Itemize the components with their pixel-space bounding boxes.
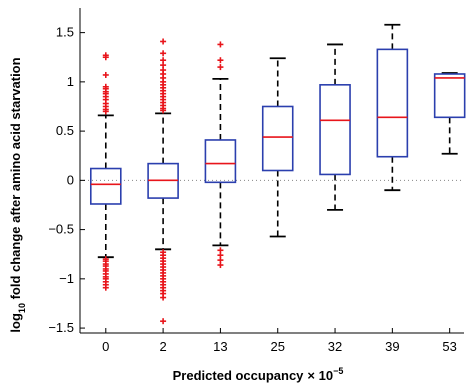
x-axis-title: Predicted occupancy × 10−5 xyxy=(173,366,344,383)
outlier-marker xyxy=(160,294,167,301)
interquartile-box xyxy=(204,139,237,184)
outlier-marker xyxy=(217,262,224,269)
box-39 xyxy=(376,23,409,192)
outlier-marker xyxy=(217,41,224,48)
outlier-marker xyxy=(160,50,167,57)
outlier-marker xyxy=(217,57,224,64)
outlier-marker xyxy=(102,108,109,115)
x-tick-label: 53 xyxy=(442,339,456,354)
y-tick-label: −0.5 xyxy=(48,222,74,237)
outlier-marker xyxy=(160,107,167,114)
y-tick-label: 0 xyxy=(67,172,74,187)
outlier-marker xyxy=(160,38,167,45)
y-axis-title-subscript: 10 xyxy=(17,303,27,313)
x-tick-label: 0 xyxy=(102,339,109,354)
y-axis-title-prefix: log xyxy=(8,313,23,333)
y-tick-label: −1.5 xyxy=(48,320,74,335)
plot-area xyxy=(80,23,466,325)
box-13 xyxy=(204,41,237,269)
outlier-marker xyxy=(102,284,109,291)
x-axis-title-main: Predicted occupancy xyxy=(173,368,305,383)
outlier-marker xyxy=(102,71,109,78)
x-axis-title-suffix: × 10 xyxy=(307,368,333,383)
x-tick-label: 2 xyxy=(159,339,166,354)
interquartile-box xyxy=(376,48,409,158)
x-tick-label: 13 xyxy=(213,339,227,354)
box-25 xyxy=(261,57,294,238)
y-tick-label: 0.5 xyxy=(56,123,74,138)
y-tick-label: 1 xyxy=(67,74,74,89)
outlier-marker xyxy=(102,54,109,61)
x-tick-label: 32 xyxy=(328,339,342,354)
x-axis-title-exponent: −5 xyxy=(333,366,343,376)
y-tick-label: −1 xyxy=(59,271,74,286)
y-tick-label: 1.5 xyxy=(56,25,74,40)
interquartile-box xyxy=(433,73,466,119)
x-tick-label: 39 xyxy=(385,339,399,354)
x-tick-label: 25 xyxy=(270,339,284,354)
box-2 xyxy=(147,38,179,325)
box-0 xyxy=(89,52,122,291)
outlier-marker xyxy=(217,64,224,71)
outlier-marker xyxy=(160,318,167,325)
interquartile-box xyxy=(319,84,351,176)
interquartile-box xyxy=(261,105,294,172)
interquartile-box xyxy=(89,167,122,205)
axes: −1.5 −1 −0.5 0 0.5 1 1.5 0 2 13 25 32 39 53 xyxy=(48,8,464,354)
y-axis-title-rest: fold change after amino acid starvation xyxy=(8,57,23,303)
box-32 xyxy=(319,43,351,211)
box-53 xyxy=(433,72,466,155)
y-axis-title: log10 fold change after amino acid starv… xyxy=(8,57,27,332)
